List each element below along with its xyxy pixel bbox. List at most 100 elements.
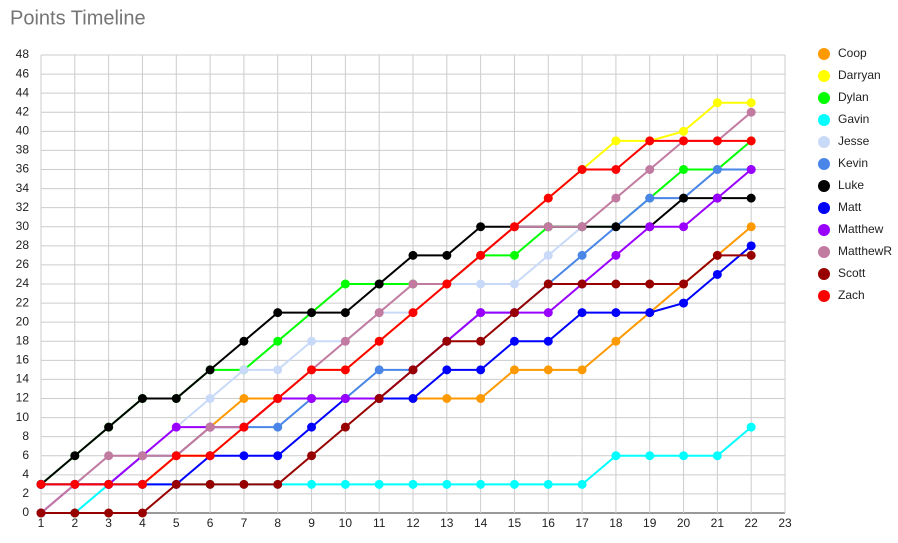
- data-point: [746, 165, 756, 174]
- data-point: [137, 394, 147, 403]
- data-point: [36, 508, 46, 518]
- y-tick-label: 24: [16, 276, 30, 290]
- data-point: [611, 136, 621, 146]
- data-point: [273, 336, 283, 346]
- x-tick-label: 13: [440, 516, 454, 530]
- data-point: [543, 336, 553, 346]
- data-point: [712, 250, 722, 260]
- data-point: [442, 479, 452, 489]
- legend-label: Gavin: [838, 112, 869, 126]
- legend-label: Jesse: [838, 134, 870, 148]
- x-tick-label: 16: [542, 516, 556, 530]
- legend-marker: [818, 246, 830, 258]
- legend-marker: [818, 158, 830, 170]
- data-point: [476, 336, 486, 346]
- data-point: [307, 336, 317, 346]
- data-point: [239, 422, 249, 432]
- x-tick-label: 1: [38, 516, 45, 530]
- data-point: [476, 479, 486, 489]
- data-point: [611, 250, 621, 260]
- data-point: [36, 479, 46, 489]
- data-point: [509, 222, 519, 232]
- x-tick-label: 10: [339, 516, 353, 530]
- x-tick-label: 7: [241, 516, 248, 530]
- data-point: [476, 394, 486, 403]
- data-point: [712, 193, 722, 203]
- data-point: [645, 308, 655, 318]
- data-point: [408, 308, 418, 318]
- data-point: [746, 136, 756, 146]
- series-line: [41, 245, 752, 486]
- x-tick-label: 15: [508, 516, 522, 530]
- series-line: [40, 197, 752, 486]
- data-point: [577, 365, 587, 375]
- y-tick-label: 0: [22, 505, 29, 519]
- y-tick-label: 44: [16, 85, 30, 99]
- x-tick-label: 11: [373, 516, 386, 530]
- series-line: [41, 101, 752, 486]
- data-point: [611, 279, 621, 289]
- data-point: [307, 422, 317, 432]
- data-point: [509, 279, 519, 289]
- data-point: [374, 394, 384, 403]
- legend-marker: [818, 224, 830, 236]
- legend-marker: [818, 70, 830, 82]
- data-point: [476, 222, 486, 232]
- data-point: [340, 422, 350, 432]
- data-point: [239, 451, 249, 461]
- legend-marker: [818, 48, 830, 60]
- data-point: [611, 336, 621, 346]
- data-point: [577, 222, 587, 232]
- data-point: [239, 479, 249, 489]
- series-line: [40, 111, 752, 514]
- data-point: [70, 479, 80, 489]
- data-point: [645, 222, 655, 232]
- x-tick-label: 23: [778, 516, 792, 530]
- data-point: [104, 422, 114, 432]
- data-point: [577, 250, 587, 260]
- y-tick-label: 20: [16, 314, 30, 328]
- legend-marker: [818, 92, 830, 104]
- data-point: [712, 451, 722, 461]
- data-point: [104, 508, 114, 518]
- data-point: [104, 451, 114, 461]
- data-point: [645, 193, 655, 203]
- data-point: [746, 422, 756, 432]
- data-point: [712, 165, 722, 174]
- data-point: [712, 136, 722, 146]
- data-point: [679, 298, 689, 308]
- y-tick-label: 32: [16, 200, 30, 214]
- data-point: [476, 365, 486, 375]
- data-point: [374, 308, 384, 318]
- data-point: [509, 479, 519, 489]
- data-point: [307, 394, 317, 403]
- x-tick-label: 12: [406, 516, 420, 530]
- data-point: [205, 451, 215, 461]
- data-point: [340, 479, 350, 489]
- x-tick-label: 14: [474, 516, 488, 530]
- data-point: [611, 451, 621, 461]
- data-point: [205, 394, 215, 403]
- data-point: [543, 365, 553, 375]
- data-point: [171, 422, 181, 432]
- data-point: [577, 279, 587, 289]
- data-point: [171, 451, 181, 461]
- data-point: [340, 279, 350, 289]
- y-tick-label: 26: [16, 257, 30, 271]
- legend-label: Dylan: [838, 90, 869, 104]
- data-point: [577, 479, 587, 489]
- data-point: [476, 308, 486, 318]
- x-tick-label: 9: [308, 516, 315, 530]
- y-tick-label: 36: [16, 162, 30, 176]
- data-point: [273, 479, 283, 489]
- data-point: [442, 394, 452, 403]
- data-point: [679, 451, 689, 461]
- y-tick-label: 10: [16, 410, 30, 424]
- data-point: [679, 222, 689, 232]
- y-tick-label: 34: [16, 181, 30, 195]
- data-point: [442, 365, 452, 375]
- data-point: [645, 136, 655, 146]
- data-point: [509, 365, 519, 375]
- y-tick-label: 22: [16, 295, 30, 309]
